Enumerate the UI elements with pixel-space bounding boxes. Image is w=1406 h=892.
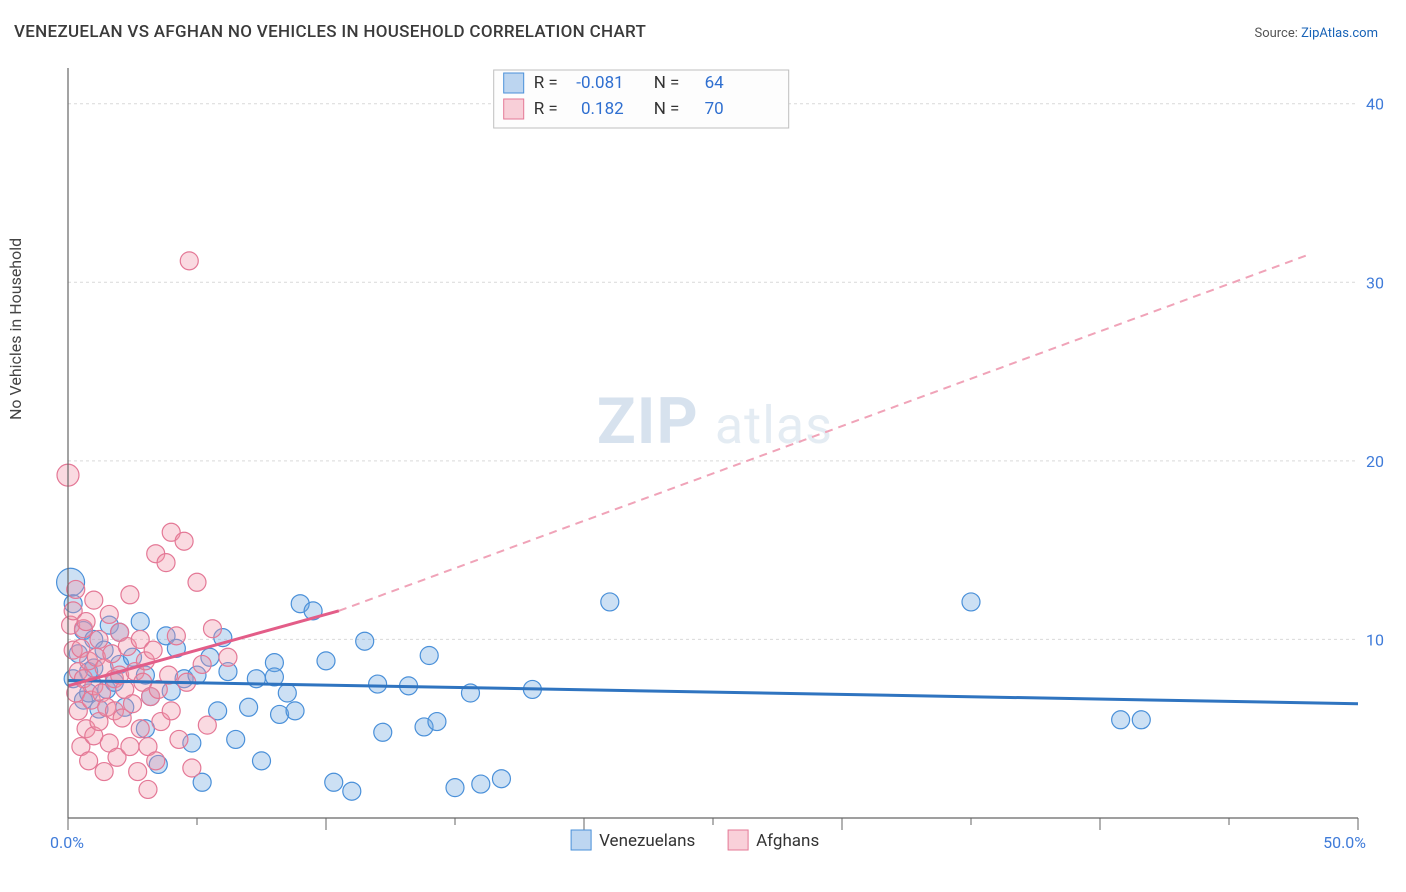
data-point: [286, 702, 304, 720]
data-point: [193, 655, 211, 673]
stats-n-label: N =: [654, 99, 680, 119]
x-tick-label: 50.0%: [1323, 833, 1366, 852]
legend-label: Afghans: [756, 831, 819, 851]
stats-n-value: 64: [705, 73, 725, 93]
chart-area: 10.0% 20.0% 30.0% 40.0% ZIP atlas 0.0% 50.0% R =…: [46, 58, 1384, 858]
scatter-chart-svg: 10.0% 20.0% 30.0% 40.0% ZIP atlas 0.0% 50.0% R =…: [46, 58, 1384, 858]
trend-line-venezuelans: [68, 681, 1358, 704]
stats-r-label: R =: [534, 99, 558, 119]
data-point: [446, 779, 464, 797]
stats-n-value: 70: [705, 99, 724, 119]
stats-n-label: N =: [654, 73, 680, 93]
data-point: [317, 652, 335, 670]
y-tick-label: 10.0%: [1366, 630, 1384, 649]
data-point: [175, 532, 193, 550]
watermark-zip: ZIP: [597, 384, 699, 459]
data-point: [80, 752, 98, 770]
data-point: [253, 752, 271, 770]
data-point: [325, 773, 343, 791]
data-point: [170, 730, 188, 748]
data-point: [139, 780, 157, 798]
data-point: [472, 775, 490, 793]
data-point: [77, 613, 95, 631]
data-point: [157, 554, 175, 572]
data-point: [162, 702, 180, 720]
data-point: [428, 713, 446, 731]
source-attribution: Source: ZipAtlas.com: [1254, 26, 1378, 41]
data-point: [121, 586, 139, 604]
data-point: [343, 782, 361, 800]
stats-swatch: [504, 73, 524, 93]
watermark-atlas: atlas: [715, 395, 833, 456]
data-point: [180, 252, 198, 270]
data-point: [227, 730, 245, 748]
y-tick-label: 40.0%: [1366, 95, 1384, 114]
data-point: [198, 716, 216, 734]
stats-swatch: [504, 99, 524, 119]
legend-label: Venezuelans: [599, 831, 695, 851]
data-point: [95, 763, 113, 781]
data-point: [131, 720, 149, 738]
data-point: [129, 763, 147, 781]
data-point: [121, 738, 139, 756]
legend-swatch: [571, 830, 591, 850]
data-point: [356, 632, 374, 650]
data-point: [374, 723, 392, 741]
data-point: [369, 675, 387, 693]
data-point: [962, 593, 980, 611]
x-tick-label: 0.0%: [50, 833, 84, 852]
data-point: [100, 605, 118, 623]
stats-r-value: 0.182: [581, 99, 624, 119]
stats-r-value: -0.081: [576, 73, 623, 93]
data-point: [278, 684, 296, 702]
data-point: [203, 620, 221, 638]
source-link[interactable]: ZipAtlas.com: [1301, 26, 1378, 41]
data-point: [90, 630, 108, 648]
data-point: [124, 695, 142, 713]
y-axis-label: No Vehicles in Household: [6, 238, 25, 420]
data-point: [183, 759, 201, 777]
y-tick-label: 30.0%: [1366, 273, 1384, 292]
data-point: [240, 698, 258, 716]
data-point: [67, 580, 85, 598]
data-point: [167, 627, 185, 645]
data-point: [601, 593, 619, 611]
stats-r-label: R =: [534, 73, 558, 93]
data-point: [420, 647, 438, 665]
data-point: [147, 752, 165, 770]
data-point: [144, 641, 162, 659]
data-point: [492, 770, 510, 788]
chart-title: VENEZUELAN VS AFGHAN NO VEHICLES IN HOUS…: [14, 22, 646, 42]
data-point: [188, 573, 206, 591]
data-point: [1132, 711, 1150, 729]
data-point: [85, 591, 103, 609]
data-point: [219, 648, 237, 666]
data-point: [131, 613, 149, 631]
source-prefix: Source:: [1254, 26, 1301, 41]
legend-swatch: [728, 830, 748, 850]
y-tick-label: 20.0%: [1366, 452, 1384, 471]
data-point: [1112, 711, 1130, 729]
